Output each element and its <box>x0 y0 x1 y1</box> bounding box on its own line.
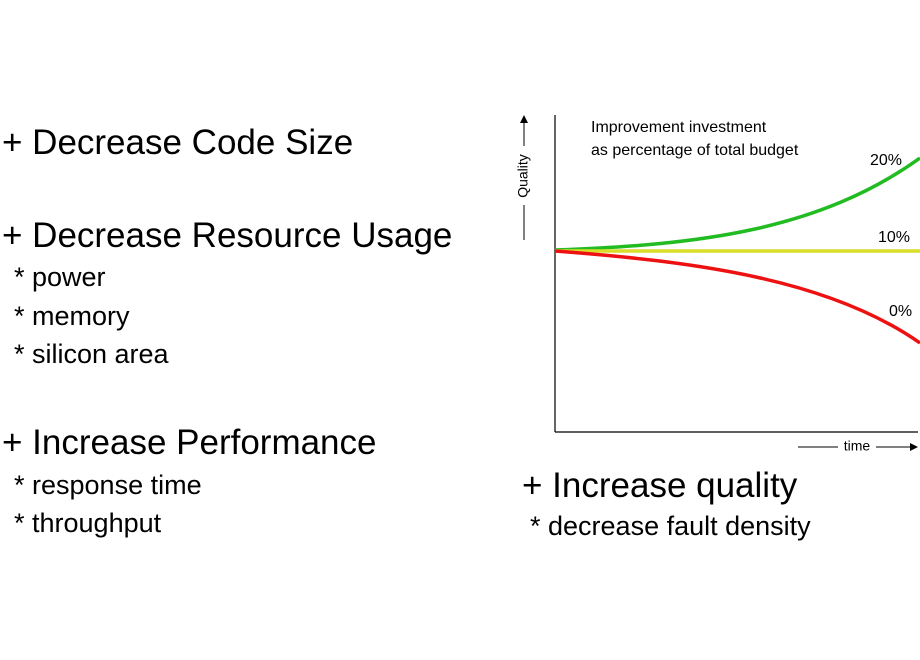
curve-label-10-percent: 10% <box>878 229 910 246</box>
heading-decrease-resource-usage: + Decrease Resource Usage <box>2 216 453 255</box>
legend-line-2: as percentage of total budget <box>591 142 799 159</box>
y-axis-label: Quality <box>515 154 531 198</box>
heading-increase-performance: + Increase Performance <box>2 423 377 462</box>
heading-decrease-code-size: + Decrease Code Size <box>2 123 354 162</box>
curve-label-20-percent: 20% <box>870 152 902 169</box>
heading-increase-quality: + Increase quality <box>522 466 798 505</box>
list-item-throughput: * throughput <box>14 508 162 538</box>
list-item-memory: * memory <box>14 301 130 331</box>
x-axis-label: time <box>844 438 871 454</box>
list-item-response-time: * response time <box>14 470 202 500</box>
curve-20-percent <box>554 156 920 252</box>
legend-line-1: Improvement investment <box>591 119 767 136</box>
list-item-decrease-fault-density: * decrease fault density <box>530 511 811 541</box>
curve-0-percent <box>554 249 920 345</box>
list-item-silicon-area: * silicon area <box>14 339 169 369</box>
curve-label-0-percent: 0% <box>889 303 912 320</box>
list-item-power: * power <box>14 262 106 292</box>
